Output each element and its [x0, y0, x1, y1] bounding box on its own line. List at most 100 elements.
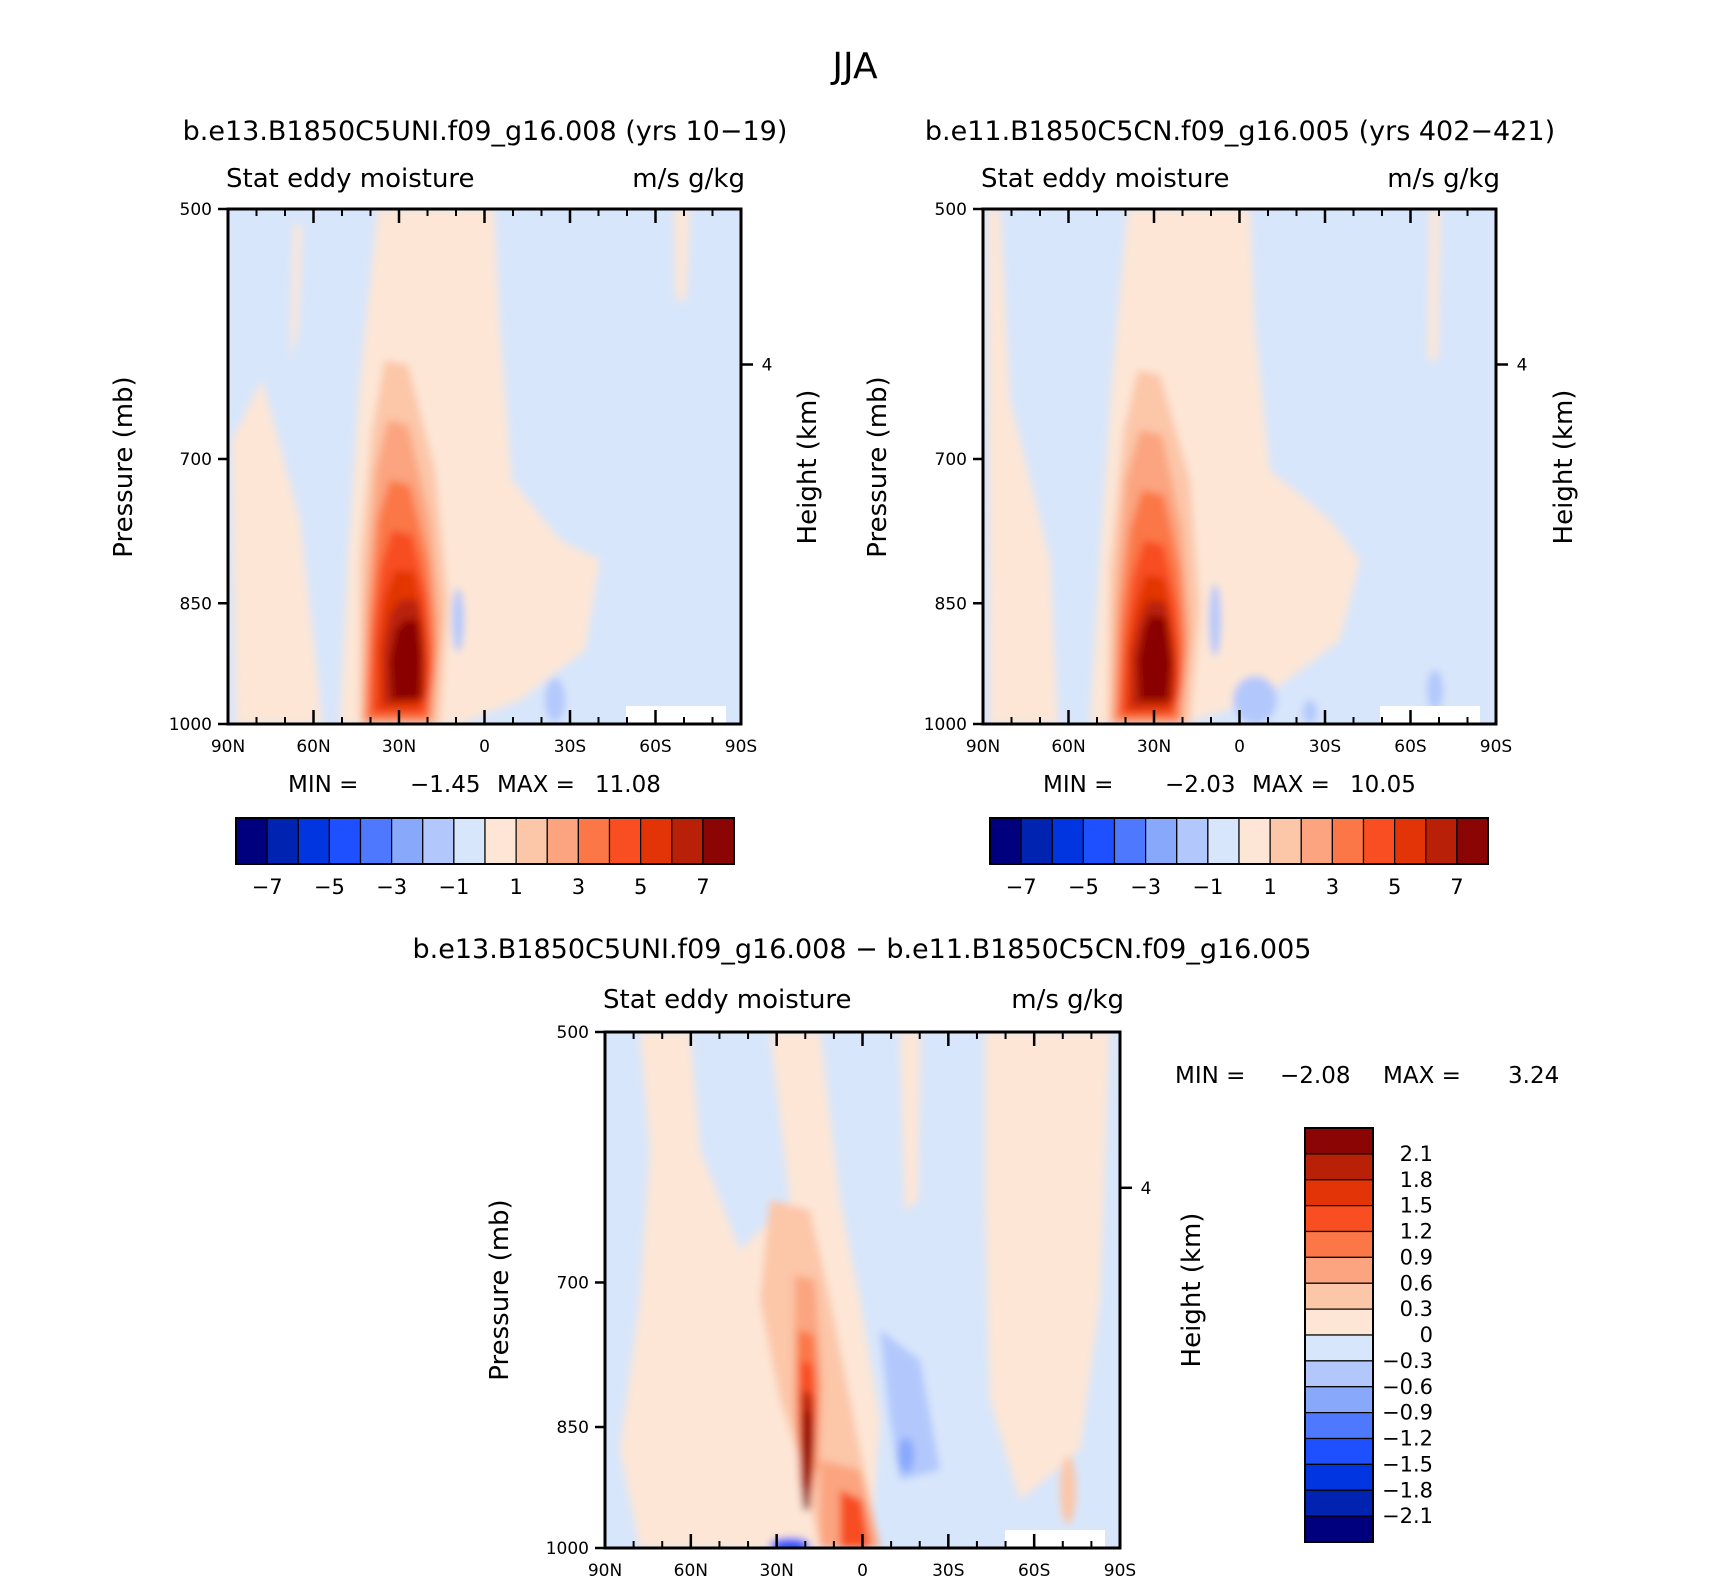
colorbar-label: −0.9: [1382, 1401, 1433, 1425]
colorbar-swatch: [1304, 1282, 1374, 1310]
colorbar-swatch: [1238, 817, 1271, 865]
min-value: −1.45: [410, 772, 480, 798]
y-tick-label: 500: [557, 1023, 589, 1043]
min-value: −2.03: [1165, 772, 1235, 798]
colorbar-swatch: [1304, 1334, 1374, 1362]
colorbar-swatch: [1331, 817, 1365, 865]
colorbar-label: 0.3: [1400, 1297, 1433, 1321]
min-label: MIN =: [1175, 1063, 1245, 1089]
colorbar-label: −7: [252, 875, 283, 899]
max-label: MAX =: [1252, 772, 1330, 798]
y-tick-label: 850: [557, 1418, 589, 1438]
colorbar-swatch: [1304, 1437, 1374, 1465]
panel-subtitle: b.e13.B1850C5UNI.f09_g16.008 − b.e11.B18…: [413, 934, 1312, 965]
colorbar-swatch: [1051, 817, 1084, 865]
contour-field: [228, 209, 741, 724]
colorbar: 2.11.81.51.20.90.60.30−0.3−0.6−0.9−1.2−1…: [1304, 1127, 1433, 1543]
colorbar-swatch: [391, 817, 424, 865]
y-tick-label: 500: [180, 200, 212, 220]
contour-negative-blob: [545, 678, 565, 722]
colorbar-swatch: [297, 817, 330, 865]
x-tick-label: 60S: [1394, 737, 1426, 757]
x-tick-label: 90N: [211, 737, 245, 757]
colorbar-swatch: [1176, 817, 1209, 865]
axes: 90N 60N 30N 0 30S 60S 90S 500 700 850 1000 4: [924, 200, 1528, 757]
colorbar-swatch: [671, 817, 704, 865]
colorbar-label: −1: [438, 875, 469, 899]
panel-subtitle: b.e13.B1850C5UNI.f09_g16.008 (yrs 10−19): [183, 116, 788, 147]
colorbar-label: 0.6: [1400, 1271, 1433, 1295]
colorbar-swatch: [484, 817, 517, 865]
colorbar-frame: [235, 817, 735, 865]
colorbar-label: −3: [1130, 875, 1161, 899]
contour-positive-southern-core: [840, 1490, 870, 1548]
colorbar-swatch: [328, 817, 362, 865]
panel-subtitle: b.e11.B1850C5CN.f09_g16.005 (yrs 402−421…: [925, 116, 1555, 147]
colorbar-swatch: [1304, 1179, 1374, 1207]
colorbar-swatch: [1456, 817, 1489, 865]
colorbar-swatch: [422, 817, 455, 865]
colorbar-frame: [989, 817, 1489, 865]
max-value: 10.05: [1350, 772, 1416, 798]
axes: 90N 60N 30N 0 30S 60S 90S 500 700 850 1000 4: [546, 1023, 1152, 1581]
colorbar-swatch: [1304, 1412, 1374, 1440]
missing-data-patch: [626, 706, 726, 724]
smoothed-contours: [620, 1032, 1110, 1548]
top-right-label: m/s g/kg: [1387, 164, 1500, 194]
y-axis-right-label: Height (km): [793, 390, 823, 545]
colorbar-swatch: [577, 817, 611, 865]
panel-difference: b.e13.B1850C5UNI.f09_g16.008 − b.e11.B18…: [413, 934, 1560, 1581]
colorbar-swatch: [989, 817, 1022, 865]
colorbar-swatch: [235, 817, 268, 865]
max-label: MAX =: [1383, 1063, 1461, 1089]
smoothed-contours: [988, 209, 1443, 724]
colorbar-swatch: [1304, 1127, 1374, 1155]
colorbar: −7 −5 −3 −1 1 3 5 7: [989, 817, 1489, 899]
max-value: 3.24: [1508, 1063, 1559, 1089]
y-tick-label: 1000: [169, 715, 212, 735]
y-tick-label: 700: [557, 1273, 589, 1293]
y-axis-right-label: Height (km): [1177, 1213, 1207, 1368]
y-axis-label: Pressure (mb): [485, 1199, 515, 1380]
x-tick-label: 30N: [1137, 737, 1171, 757]
colorbar-label: 3: [1326, 875, 1339, 899]
top-right-label: m/s g/kg: [632, 164, 745, 194]
colorbar-swatch: [1362, 817, 1396, 865]
contour-negative-blob: [1303, 700, 1317, 724]
colorbar-label: 1.5: [1400, 1194, 1433, 1218]
y-tick-label: 850: [935, 594, 967, 614]
contour-positive-east: [985, 1032, 1110, 1500]
x-tick-label: 30S: [554, 737, 586, 757]
colorbar-label: 5: [1388, 875, 1401, 899]
colorbar-label: −2.1: [1382, 1504, 1433, 1528]
colorbar-swatch: [1304, 1256, 1374, 1284]
colorbar-swatch: [1304, 1463, 1374, 1491]
colorbar-label: −1.2: [1382, 1427, 1433, 1451]
colorbar-swatch: [1300, 817, 1333, 865]
contour-negative-blob: [452, 588, 464, 652]
contour-level-8: [1138, 615, 1172, 700]
panel-model-b: b.e11.B1850C5CN.f09_g16.005 (yrs 402−421…: [863, 116, 1579, 899]
colorbar-swatch: [608, 817, 642, 865]
contour-positive-east: [1428, 209, 1440, 360]
x-tick-label: 60N: [1051, 737, 1085, 757]
colorbar-label: −1.5: [1382, 1452, 1433, 1476]
x-tick-label: 0: [857, 1561, 868, 1581]
height-tick-label: 4: [762, 356, 773, 376]
colorbar-label: 1: [1263, 875, 1276, 899]
colorbar-swatch: [1304, 1153, 1374, 1181]
x-tick-label: 30S: [932, 1561, 964, 1581]
x-tick-label: 90S: [725, 737, 757, 757]
colorbar-label: 5: [634, 875, 647, 899]
colorbar-swatch: [546, 817, 579, 865]
y-tick-label: 500: [935, 200, 967, 220]
x-tick-label: 0: [1234, 737, 1245, 757]
top-left-label: Stat eddy moisture: [981, 164, 1230, 194]
colorbar-swatch: [1269, 817, 1302, 865]
colorbar-swatch: [1145, 817, 1178, 865]
top-left-label: Stat eddy moisture: [226, 164, 475, 194]
colorbar-label: 2.1: [1400, 1142, 1433, 1166]
y-axis-label: Pressure (mb): [863, 376, 893, 557]
contour-negative-surface: [770, 1538, 810, 1548]
contour-field: [983, 209, 1496, 724]
